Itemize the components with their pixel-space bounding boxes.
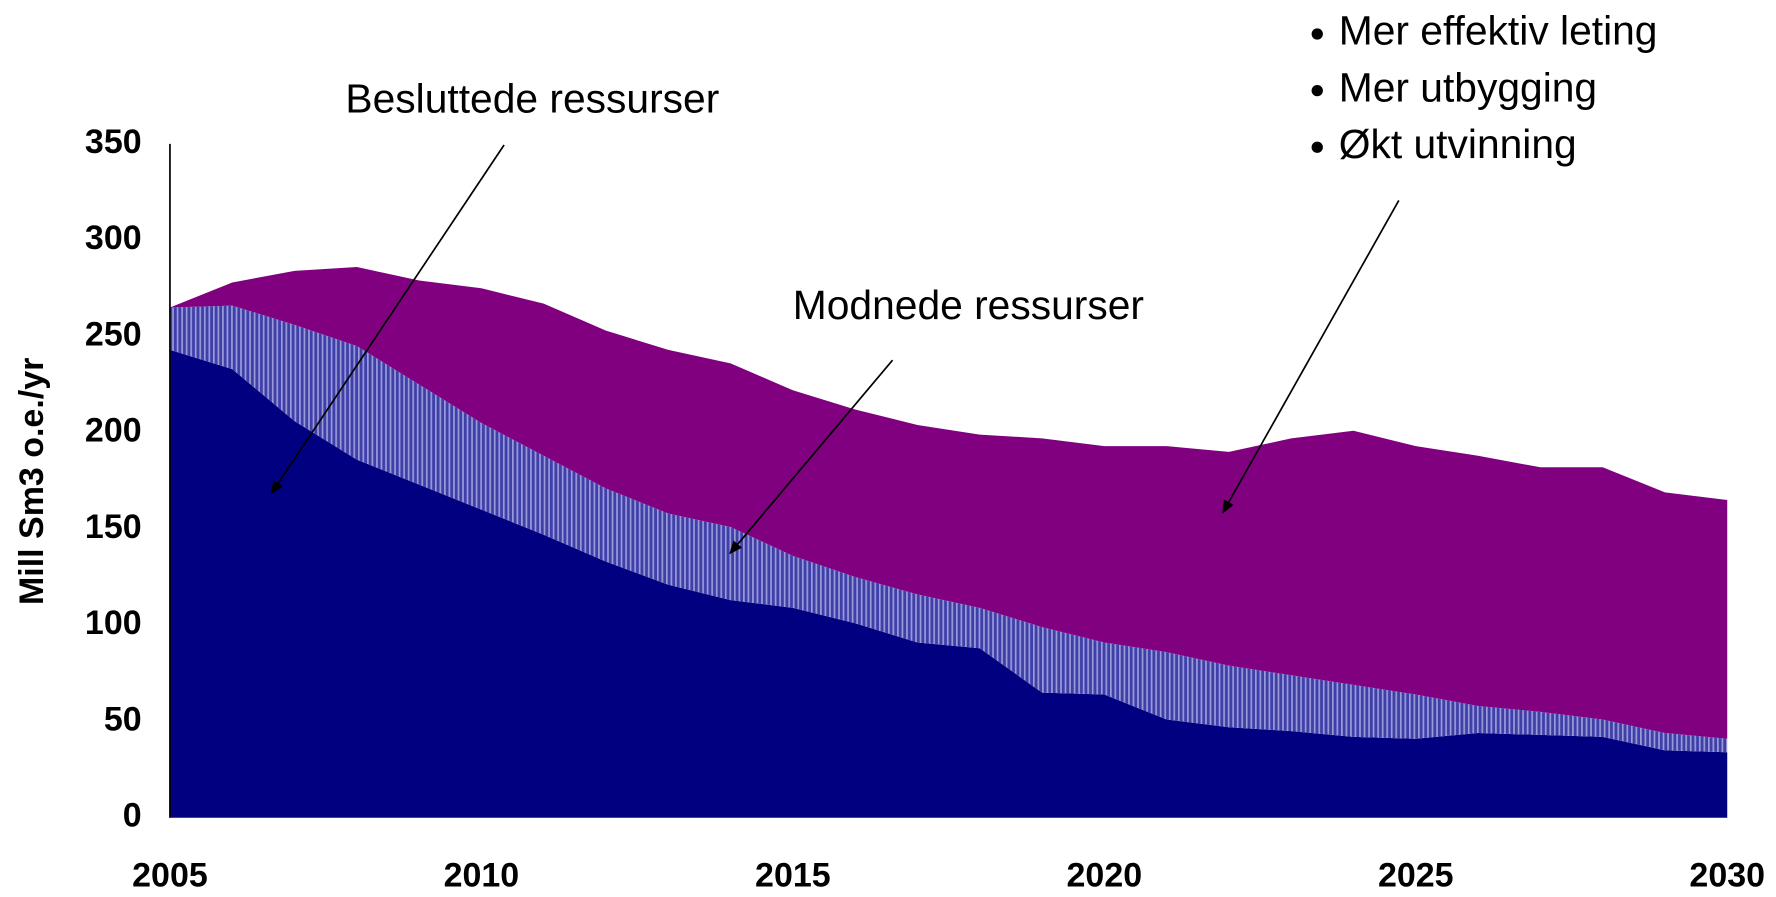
area bbox=[169, 349, 1728, 818]
x-tick-label: 2030 bbox=[1689, 857, 1765, 895]
area bbox=[169, 267, 1728, 739]
y-tick-label: 0 bbox=[123, 797, 142, 835]
annotation: Mer effektiv leting bbox=[1339, 8, 1658, 54]
y-axis-title: Mill Sm3 o.e./yr bbox=[13, 358, 51, 605]
y-tick-label: 150 bbox=[85, 508, 142, 546]
x-tick-label: 2010 bbox=[444, 857, 520, 895]
x-tick-label: 2020 bbox=[1067, 857, 1143, 895]
arrow bbox=[1222, 200, 1400, 514]
x-tick-label: 2015 bbox=[755, 857, 831, 895]
x-tick-label: 2025 bbox=[1378, 857, 1454, 895]
areas bbox=[169, 267, 1728, 818]
x-tick-label: 2005 bbox=[132, 857, 208, 895]
annotation: Besluttede ressurser bbox=[345, 76, 719, 122]
y-tick-label: 350 bbox=[85, 123, 142, 161]
bullet bbox=[1311, 141, 1323, 153]
y-tick-label: 50 bbox=[104, 700, 142, 738]
y-tick-label: 250 bbox=[85, 315, 142, 353]
arrow bbox=[729, 359, 894, 555]
bullet bbox=[1311, 28, 1323, 40]
y-tick-label: 200 bbox=[85, 412, 142, 450]
y-tick-label: 300 bbox=[85, 219, 142, 257]
arrow bbox=[270, 144, 505, 495]
annotation: Mer utbygging bbox=[1339, 64, 1597, 110]
y-tick-label: 100 bbox=[85, 604, 142, 642]
annotation: Modnede ressurser bbox=[793, 282, 1144, 328]
annotation: Økt utvinning bbox=[1339, 121, 1577, 167]
bullet bbox=[1311, 84, 1323, 97]
area bbox=[169, 305, 1728, 753]
